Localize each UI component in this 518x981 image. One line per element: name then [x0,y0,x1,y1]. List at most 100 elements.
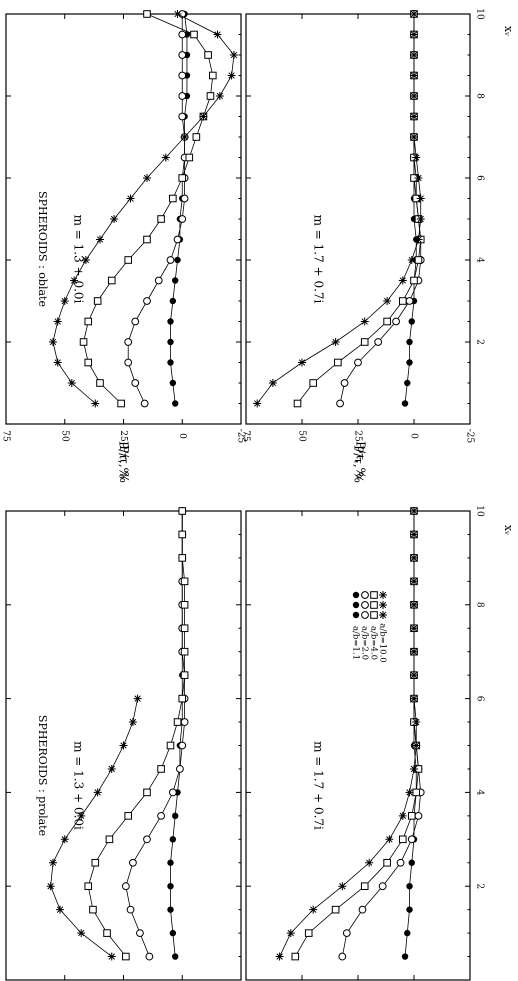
star-marker [77,811,86,820]
open-circle-marker [178,30,187,39]
open-circle-marker [121,882,130,891]
x-tick-label: 10 [475,505,485,517]
star-marker [410,71,418,80]
filled-circle-marker [167,318,174,325]
series-line [256,14,422,404]
open-circle-marker [374,338,383,346]
filled-circle-marker [172,953,179,960]
open-square-marker [334,358,342,367]
star-marker [143,174,151,182]
star-marker [338,882,347,891]
star-marker [49,858,57,867]
star-marker [410,112,418,121]
series-a/b=2.0 [336,10,425,408]
open-square-marker [370,611,378,619]
star-marker [96,235,104,244]
open-square-marker [190,30,198,39]
series-a/b=4.0 [291,507,423,961]
star-marker [110,215,119,223]
open-circle-marker [143,835,151,844]
filled-circle-marker [352,611,360,619]
open-circle-marker [361,611,369,619]
open-square-marker [84,358,93,367]
series-line [50,698,138,957]
open-square-marker [209,71,217,80]
filled-circle-marker [352,601,360,609]
open-square-marker [143,10,151,18]
filled-circle-marker [172,277,179,284]
star-marker [215,92,224,100]
y-axis-label: P/τ, % [117,445,131,483]
x-tick-label: 2 [475,339,485,345]
series-line [52,13,235,404]
star-marker [286,929,295,938]
filled-circle-marker [408,318,415,325]
y-tick-label: 25 [118,430,128,442]
star-marker [379,611,387,619]
star-marker [275,952,284,961]
open-square-marker [178,174,187,182]
filled-circle-marker [167,906,174,913]
y-tick-label: 25 [353,430,363,442]
star-marker [133,694,142,703]
open-square-marker [178,530,187,539]
y-tick-label: 50 [297,430,307,442]
star-marker [410,507,418,515]
series-a/b=10.0 [253,10,425,408]
open-square-marker [169,194,177,203]
star-marker [379,591,387,599]
open-circle-marker [168,788,177,797]
star-marker [410,92,418,100]
star-marker [53,317,62,326]
open-square-marker [360,882,369,891]
star-marker [407,256,416,264]
panel-title: SPHEROIDS : prolate [36,715,49,836]
open-circle-marker [358,905,367,914]
star-marker [410,600,418,609]
open-circle-marker [143,297,151,305]
filled-circle-marker [401,400,409,407]
panel-title: SPHEROIDS : oblate [36,191,49,307]
x-tick-label: 4 [475,790,485,796]
y-tick-label: 0 [409,433,419,439]
star-marker [107,952,116,961]
open-square-marker [107,276,116,285]
series-a/b=4.0 [293,10,425,408]
open-circle-marker [124,358,133,367]
open-square-marker [166,741,175,750]
series-a/b=10.0 [46,694,142,961]
open-circle-marker [173,235,182,244]
star-marker [119,741,128,750]
open-square-marker [173,718,182,726]
filled-circle-marker [352,591,360,599]
open-square-marker [143,788,151,797]
y-axis-label: P/τ, % [352,445,366,483]
open-circle-marker [354,358,362,367]
star-marker [360,317,369,326]
open-square-marker [180,624,189,633]
star-marker [405,788,414,797]
open-circle-marker [136,929,144,937]
star-marker [383,297,392,305]
open-square-marker [399,835,407,844]
star-marker [412,718,421,727]
x-axis-label: xᵥ [502,525,515,535]
series-line [170,13,188,404]
star-marker [414,174,423,182]
open-square-marker [157,765,165,773]
open-square-marker [399,297,407,305]
open-circle-marker [396,858,405,867]
open-circle-marker [336,399,344,408]
open-square-marker [157,215,165,223]
series-a/b=1.1 [401,507,420,960]
series-a/b=10.0 [275,507,421,961]
open-square-marker [204,51,212,59]
open-circle-marker [140,399,149,408]
open-square-marker [79,338,88,346]
star-marker [410,30,418,39]
open-square-marker [178,694,187,703]
open-circle-marker [166,256,175,264]
filled-circle-marker [169,297,177,305]
open-square-marker [105,835,114,844]
star-marker [49,338,57,346]
